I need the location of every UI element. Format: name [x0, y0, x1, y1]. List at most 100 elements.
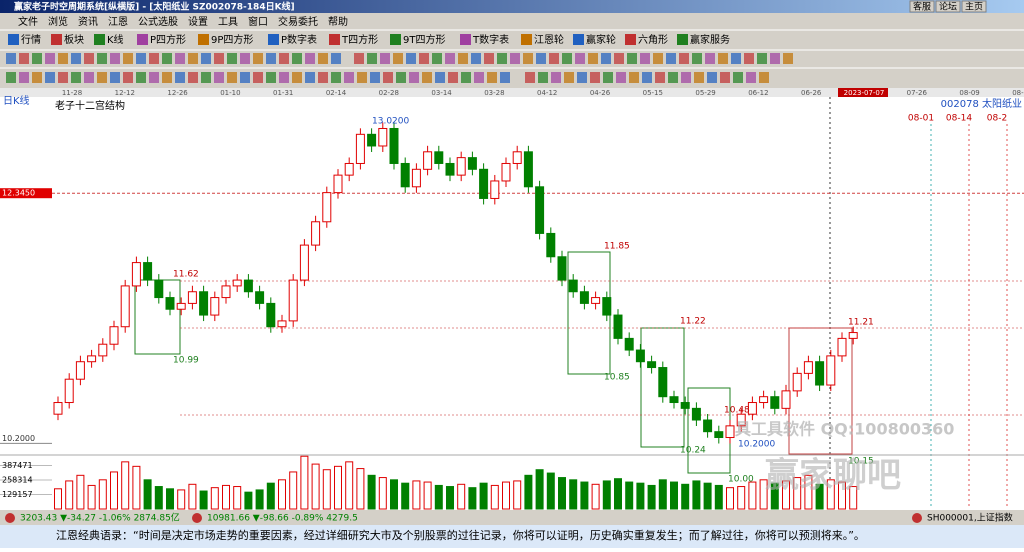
toolbar-label[interactable]: 六角形: [638, 34, 668, 46]
toolbar-icon[interactable]: [6, 72, 16, 83]
toolbar-icon[interactable]: [162, 72, 172, 83]
toolbar-icon[interactable]: [692, 53, 702, 64]
title-button-label[interactable]: 主页: [965, 1, 983, 13]
toolbar-label[interactable]: K线: [107, 33, 124, 46]
toolbar-label[interactable]: 江恩轮: [534, 33, 564, 46]
toolbar-icon[interactable]: [188, 72, 198, 83]
toolbar-icon[interactable]: [500, 72, 510, 83]
toolbar-icon[interactable]: [653, 53, 663, 64]
toolbar-icon[interactable]: [422, 72, 432, 83]
toolbar-icon[interactable]: [435, 72, 445, 83]
toolbar-icon[interactable]: [97, 72, 107, 83]
toolbar-icon[interactable]: [707, 72, 717, 83]
toolbar-icon[interactable]: [474, 72, 484, 83]
toolbar-label[interactable]: 板块: [64, 33, 84, 46]
toolbar-icon[interactable]: [614, 53, 624, 64]
toolbar-icon[interactable]: [562, 53, 572, 64]
toolbar-icon[interactable]: [746, 72, 756, 83]
toolbar-icon[interactable]: [266, 72, 276, 83]
toolbar-icon[interactable]: [770, 53, 780, 64]
toolbar-icon[interactable]: [318, 72, 328, 83]
toolbar-icon[interactable]: [84, 72, 94, 83]
toolbar-icon[interactable]: [45, 72, 55, 83]
toolbar-icon[interactable]: [357, 72, 367, 83]
toolbar-icon[interactable]: [718, 53, 728, 64]
toolbar-icon[interactable]: [383, 72, 393, 83]
toolbar-icon[interactable]: [461, 72, 471, 83]
toolbar-icon[interactable]: [521, 34, 532, 45]
toolbar-icon[interactable]: [97, 53, 107, 64]
toolbar-label[interactable]: 9P四方形: [211, 33, 253, 46]
toolbar-icon[interactable]: [253, 72, 263, 83]
toolbar-icon[interactable]: [588, 53, 598, 64]
toolbar-icon[interactable]: [733, 72, 743, 83]
toolbar-icon[interactable]: [564, 72, 574, 83]
toolbar-icon[interactable]: [201, 72, 211, 83]
toolbar-icon[interactable]: [551, 72, 561, 83]
toolbar-icon[interactable]: [268, 34, 279, 45]
toolbar-icon[interactable]: [201, 53, 211, 64]
toolbar-icon[interactable]: [590, 72, 600, 83]
toolbar-icon[interactable]: [110, 53, 120, 64]
toolbar-icon[interactable]: [149, 53, 159, 64]
toolbar-icon[interactable]: [458, 53, 468, 64]
toolbar-icon[interactable]: [510, 53, 520, 64]
toolbar-icon[interactable]: [677, 34, 688, 45]
toolbar-icon[interactable]: [681, 72, 691, 83]
toolbar-icon[interactable]: [603, 72, 613, 83]
title-button[interactable]: [909, 0, 935, 13]
toolbar-icon[interactable]: [655, 72, 665, 83]
toolbar-icon[interactable]: [396, 72, 406, 83]
toolbar-icon[interactable]: [471, 53, 481, 64]
toolbar-icon[interactable]: [331, 72, 341, 83]
toolbar-icon[interactable]: [419, 53, 429, 64]
toolbar-icon[interactable]: [601, 53, 611, 64]
toolbar-icon[interactable]: [71, 53, 81, 64]
toolbar-icon[interactable]: [32, 72, 42, 83]
toolbar-icon[interactable]: [642, 72, 652, 83]
toolbar-icon[interactable]: [292, 53, 302, 64]
menu-item[interactable]: 文件: [18, 15, 38, 28]
toolbar-icon[interactable]: [705, 53, 715, 64]
toolbar-icon[interactable]: [487, 72, 497, 83]
toolbar-icon[interactable]: [214, 72, 224, 83]
toolbar-icon[interactable]: [720, 72, 730, 83]
toolbar-icon[interactable]: [45, 53, 55, 64]
toolbar-icon[interactable]: [71, 72, 81, 83]
menu-item[interactable]: 公式选股: [138, 15, 178, 28]
toolbar-icon[interactable]: [484, 53, 494, 64]
menu-item[interactable]: 工具: [218, 16, 238, 28]
toolbar-icon[interactable]: [445, 53, 455, 64]
title-button-label[interactable]: 客服: [913, 1, 931, 13]
toolbar-icon[interactable]: [629, 72, 639, 83]
toolbar-icon[interactable]: [198, 34, 209, 45]
toolbar-icon[interactable]: [460, 34, 471, 45]
toolbar-label[interactable]: 赢家服务: [690, 33, 730, 46]
toolbar-icon[interactable]: [329, 34, 340, 45]
title-button[interactable]: [935, 0, 961, 13]
toolbar-icon[interactable]: [136, 53, 146, 64]
toolbar-label[interactable]: T四方形: [341, 33, 378, 46]
toolbar-icon[interactable]: [279, 72, 289, 83]
toolbar-icon[interactable]: [19, 72, 29, 83]
toolbar-icon[interactable]: [253, 53, 263, 64]
toolbar-icon[interactable]: [58, 53, 68, 64]
toolbar-icon[interactable]: [393, 53, 403, 64]
toolbar-icon[interactable]: [8, 34, 19, 45]
toolbar-icon[interactable]: [694, 72, 704, 83]
toolbar-icon[interactable]: [525, 72, 535, 83]
toolbar-icon[interactable]: [577, 72, 587, 83]
toolbar-icon[interactable]: [136, 72, 146, 83]
toolbar-icon[interactable]: [573, 34, 584, 45]
toolbar-icon[interactable]: [757, 53, 767, 64]
toolbar-icon[interactable]: [51, 34, 62, 45]
toolbar-icon[interactable]: [266, 53, 276, 64]
menu-item[interactable]: 交易委托: [278, 15, 318, 28]
toolbar-icon[interactable]: [305, 72, 315, 83]
toolbar-icon[interactable]: [318, 53, 328, 64]
toolbar-icon[interactable]: [32, 53, 42, 64]
toolbar-icon[interactable]: [409, 72, 419, 83]
toolbar-icon[interactable]: [744, 53, 754, 64]
toolbar-icon[interactable]: [759, 72, 769, 83]
toolbar-icon[interactable]: [123, 72, 133, 83]
